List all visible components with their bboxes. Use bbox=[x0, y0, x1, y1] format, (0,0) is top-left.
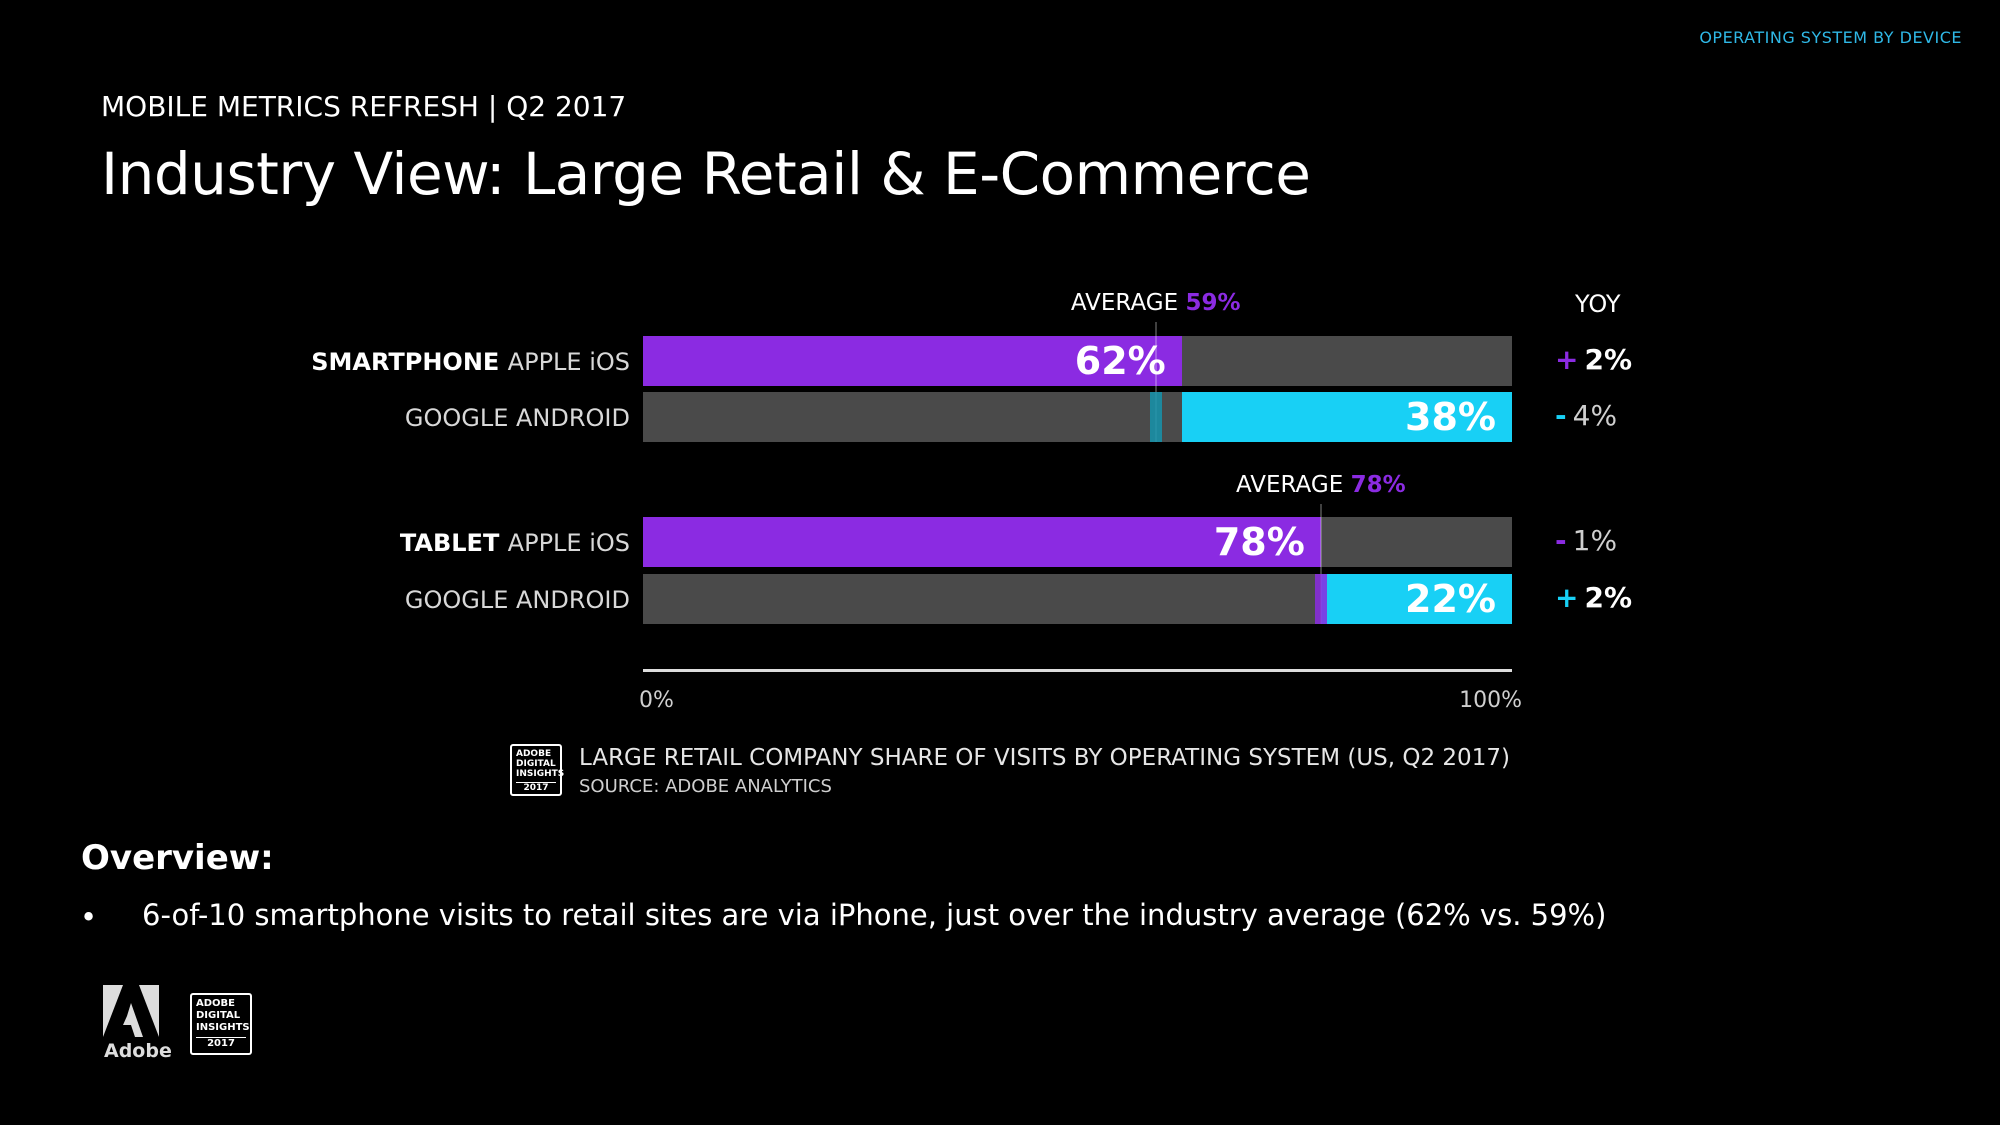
yoy-sign: + bbox=[1555, 343, 1579, 376]
device-label: TABLET bbox=[399, 529, 508, 557]
report-subtitle: MOBILE METRICS REFRESH | Q2 2017 bbox=[101, 90, 627, 123]
adobe-digital-insights-badge-small: ADOBE DIGITAL INSIGHTS 2017 bbox=[510, 744, 565, 796]
overview-bullet: • bbox=[80, 900, 98, 934]
average-value: 78% bbox=[1350, 472, 1406, 498]
bar-value-label: 62% bbox=[1074, 339, 1166, 383]
yoy-value: 4% bbox=[1572, 399, 1618, 432]
badge-line-3: INSIGHTS bbox=[196, 1022, 250, 1033]
average-value: 59% bbox=[1185, 290, 1241, 316]
row-label: GOOGLE ANDROID bbox=[30, 586, 630, 614]
x-tick-label: 100% bbox=[1459, 688, 1522, 713]
yoy-sign: - bbox=[1555, 399, 1567, 432]
badge-line-3: INSIGHTS bbox=[516, 769, 565, 779]
bar-ios bbox=[643, 517, 1321, 567]
yoy-sign: - bbox=[1555, 524, 1567, 557]
bar-ios bbox=[643, 336, 1182, 386]
bar-value-label: 22% bbox=[1405, 577, 1496, 621]
bar-android bbox=[1181, 392, 1512, 442]
os-label: APPLE iOS bbox=[507, 529, 630, 557]
yoy-value: 2% bbox=[1584, 343, 1633, 376]
bar-android bbox=[1320, 574, 1512, 624]
badge-line-1: ADOBE bbox=[516, 749, 552, 759]
section-label: OPERATING SYSTEM BY DEVICE bbox=[1699, 28, 1962, 47]
bar-value-label: 78% bbox=[1213, 520, 1305, 564]
adobe-wordmark: Adobe bbox=[104, 1040, 172, 1062]
adobe-logo-icon bbox=[103, 985, 159, 1037]
x-axis-line bbox=[643, 669, 1512, 672]
average-marker bbox=[1319, 504, 1322, 624]
average-label: AVERAGE 78% bbox=[1231, 472, 1411, 498]
badge-year: 2017 bbox=[516, 782, 556, 793]
average-indicator bbox=[1149, 392, 1162, 442]
yoy-change: -4% bbox=[1555, 399, 1617, 432]
badge-line-2: DIGITAL bbox=[196, 1010, 241, 1021]
os-share-chart: YOY AVERAGE 59% SMARTPHONE APPLE iOS 62% +2%… bbox=[30, 290, 1632, 713]
yoy-header: YOY bbox=[1575, 290, 1621, 318]
badge-year: 2017 bbox=[196, 1037, 246, 1050]
row-label: GOOGLE ANDROID bbox=[30, 404, 630, 432]
x-tick-label: 0% bbox=[639, 688, 674, 713]
os-label: GOOGLE ANDROID bbox=[404, 586, 630, 614]
bar-value-label: 38% bbox=[1405, 395, 1496, 439]
page-title: Industry View: Large Retail & E-Commerce bbox=[101, 140, 1311, 208]
overview-heading: Overview: bbox=[81, 838, 274, 878]
row-label: TABLET APPLE iOS bbox=[30, 529, 630, 557]
overview-item: 6-of-10 smartphone visits to retail site… bbox=[142, 898, 1607, 932]
badge-line-1: ADOBE bbox=[196, 998, 235, 1009]
chart-source: SOURCE: ADOBE ANALYTICS bbox=[579, 776, 832, 797]
average-prefix: AVERAGE bbox=[1235, 472, 1351, 498]
yoy-change: -1% bbox=[1555, 524, 1617, 557]
chart-caption: LARGE RETAIL COMPANY SHARE OF VISITS BY … bbox=[579, 745, 1510, 771]
os-label: APPLE iOS bbox=[507, 348, 630, 376]
adobe-digital-insights-badge: ADOBE DIGITAL INSIGHTS 2017 bbox=[190, 993, 252, 1055]
yoy-value: 1% bbox=[1572, 524, 1618, 557]
os-label: GOOGLE ANDROID bbox=[404, 404, 630, 432]
yoy-sign: + bbox=[1555, 581, 1579, 614]
badge-line-2: DIGITAL bbox=[516, 759, 556, 769]
yoy-value: 2% bbox=[1584, 581, 1633, 614]
average-marker bbox=[1154, 322, 1157, 442]
row-label: SMARTPHONE APPLE iOS bbox=[30, 348, 630, 376]
yoy-change: +2% bbox=[1555, 343, 1632, 376]
average-label: AVERAGE 59% bbox=[1066, 290, 1246, 316]
device-label: SMARTPHONE bbox=[311, 348, 508, 376]
average-indicator bbox=[1314, 574, 1327, 624]
average-prefix: AVERAGE bbox=[1070, 290, 1186, 316]
yoy-change: +2% bbox=[1555, 581, 1632, 614]
